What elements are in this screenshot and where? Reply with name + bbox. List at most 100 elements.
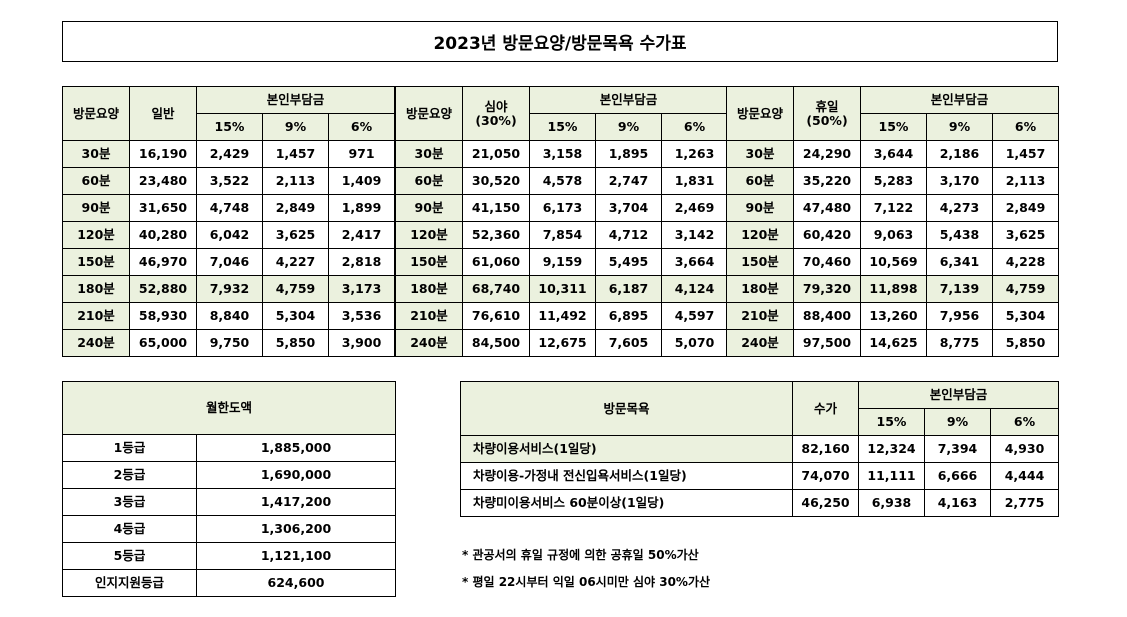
service-name-cell: 차량이용-가정내 전신입욕서비스(1일당) (460, 462, 793, 490)
fee-cell: 21,050 (462, 140, 530, 168)
fee-cell: 4,444 (989, 462, 1060, 490)
table-row: 인지지원등급 624,600 (62, 569, 397, 597)
base-fee-header: 심야 (30%) (462, 86, 530, 141)
fee-cell: 60,420 (793, 221, 861, 249)
fee-cell: 79,320 (793, 275, 861, 303)
grade-cell: 인지지원등급 (62, 569, 197, 597)
fee-cell: 2,113 (262, 167, 329, 195)
limit-cell: 1,885,000 (195, 434, 397, 462)
fee-cell: 4,712 (595, 221, 662, 249)
monthly-header: 월한도액 (61, 381, 397, 435)
fee-cell: 11,111 (858, 462, 925, 490)
table-row: 240분 65,000 9,750 5,850 3,900 (62, 329, 396, 357)
fee-cell: 2,775 (989, 489, 1060, 517)
rate-header: 6% (327, 113, 396, 141)
fee-cell: 3,536 (327, 302, 396, 330)
fee-cell: 40,280 (129, 221, 197, 249)
base-fee-header: 휴일 (50%) (793, 86, 861, 141)
fee-cell: 4,227 (262, 248, 329, 276)
duration-cell: 120분 (62, 221, 130, 249)
duration-cell: 150분 (395, 248, 463, 276)
table-row: 90분 41,150 6,173 3,704 2,469 (395, 194, 729, 222)
rate-header: 6% (660, 113, 729, 141)
fee-cell: 14,625 (860, 329, 927, 357)
fee-cell: 10,311 (529, 275, 596, 303)
duration-cell: 180분 (726, 275, 794, 303)
limit-cell: 1,121,100 (195, 542, 397, 570)
rate-header: 9% (262, 113, 329, 141)
fee-cell: 7,122 (860, 194, 927, 222)
table-row: 60분 23,480 3,522 2,113 1,409 (62, 167, 396, 195)
monthly-limit-table: 월한도액 1등급 1,885,000 2등급 1,690,000 3등급 1,417,20… (61, 381, 397, 597)
fee-cell: 8,775 (926, 329, 993, 357)
fee-cell: 84,500 (462, 329, 530, 357)
fee-cell: 8,840 (196, 302, 263, 330)
duration-cell: 30분 (395, 140, 463, 168)
service-header: 방문요양 (62, 86, 130, 141)
fee-cell: 2,849 (991, 194, 1060, 222)
fee-cell: 4,163 (924, 489, 991, 517)
rate-header: 9% (924, 408, 991, 436)
duration-cell: 150분 (62, 248, 130, 276)
table-row: 210분 76,610 11,492 6,895 4,597 (395, 302, 729, 330)
fee-cell: 6,938 (858, 489, 925, 517)
fee-cell: 3,170 (926, 167, 993, 195)
fee-cell: 46,250 (792, 489, 859, 517)
fee-cell: 61,060 (462, 248, 530, 276)
limit-cell: 1,690,000 (195, 461, 397, 489)
table-row: 3등급 1,417,200 (62, 488, 397, 516)
fee-cell: 2,417 (327, 221, 396, 249)
table-row: 4등급 1,306,200 (62, 515, 397, 543)
duration-cell: 210분 (726, 302, 794, 330)
fee-cell: 52,880 (129, 275, 197, 303)
fee-cell: 3,625 (991, 221, 1060, 249)
note: * 평일 22시부터 익일 06시미만 심야 30%가산 (462, 575, 711, 589)
table-row: 120분 40,280 6,042 3,625 2,417 (62, 221, 396, 249)
rate-header: 15% (529, 113, 596, 141)
copay-header: 본인부담금 (195, 86, 396, 114)
table-row: 150분 61,060 9,159 5,495 3,664 (395, 248, 729, 276)
fee-cell: 1,895 (595, 140, 662, 168)
fee-cell: 16,190 (129, 140, 197, 168)
fee-cell: 74,070 (792, 462, 859, 490)
fee-cell: 97,500 (793, 329, 861, 357)
fee-cell: 5,070 (660, 329, 729, 357)
fee-cell: 7,394 (924, 435, 991, 463)
fee-cell: 4,228 (991, 248, 1060, 276)
duration-cell: 240분 (726, 329, 794, 357)
fee-header: 수가 (792, 381, 859, 436)
service-header: 방문요양 (395, 86, 463, 141)
duration-cell: 90분 (395, 194, 463, 222)
fee-cell: 3,625 (262, 221, 329, 249)
fee-cell: 6,895 (595, 302, 662, 330)
fee-cell: 5,850 (262, 329, 329, 357)
fee-cell: 2,747 (595, 167, 662, 195)
fee-cell: 3,142 (660, 221, 729, 249)
fee-cell: 47,480 (793, 194, 861, 222)
bath-header: 방문목욕 (460, 381, 793, 436)
fee-cell: 10,569 (860, 248, 927, 276)
rate-header: 15% (196, 113, 263, 141)
fee-cell: 7,932 (196, 275, 263, 303)
fee-cell: 5,438 (926, 221, 993, 249)
duration-cell: 210분 (395, 302, 463, 330)
table-row: 1등급 1,885,000 (62, 434, 397, 462)
fee-cell: 2,469 (660, 194, 729, 222)
fee-cell: 5,850 (991, 329, 1060, 357)
fee-cell: 6,187 (595, 275, 662, 303)
fee-cell: 68,740 (462, 275, 530, 303)
fee-cell: 1,457 (991, 140, 1060, 168)
note: * 관공서의 휴일 규정에 의한 공휴일 50%가산 (462, 548, 699, 562)
rate-header: 6% (991, 113, 1060, 141)
fee-cell: 971 (327, 140, 396, 168)
fee-cell: 6,666 (924, 462, 991, 490)
fee-cell: 30,520 (462, 167, 530, 195)
fee-cell: 7,605 (595, 329, 662, 357)
fee-cell: 2,113 (991, 167, 1060, 195)
fee-cell: 1,263 (660, 140, 729, 168)
fee-cell: 4,930 (989, 435, 1060, 463)
service-header: 방문요양 (726, 86, 794, 141)
fee-cell: 12,324 (858, 435, 925, 463)
table-row: 차량이용서비스(1일당) 82,160 12,324 7,394 4,930 (460, 435, 1060, 463)
fee-cell: 4,748 (196, 194, 263, 222)
